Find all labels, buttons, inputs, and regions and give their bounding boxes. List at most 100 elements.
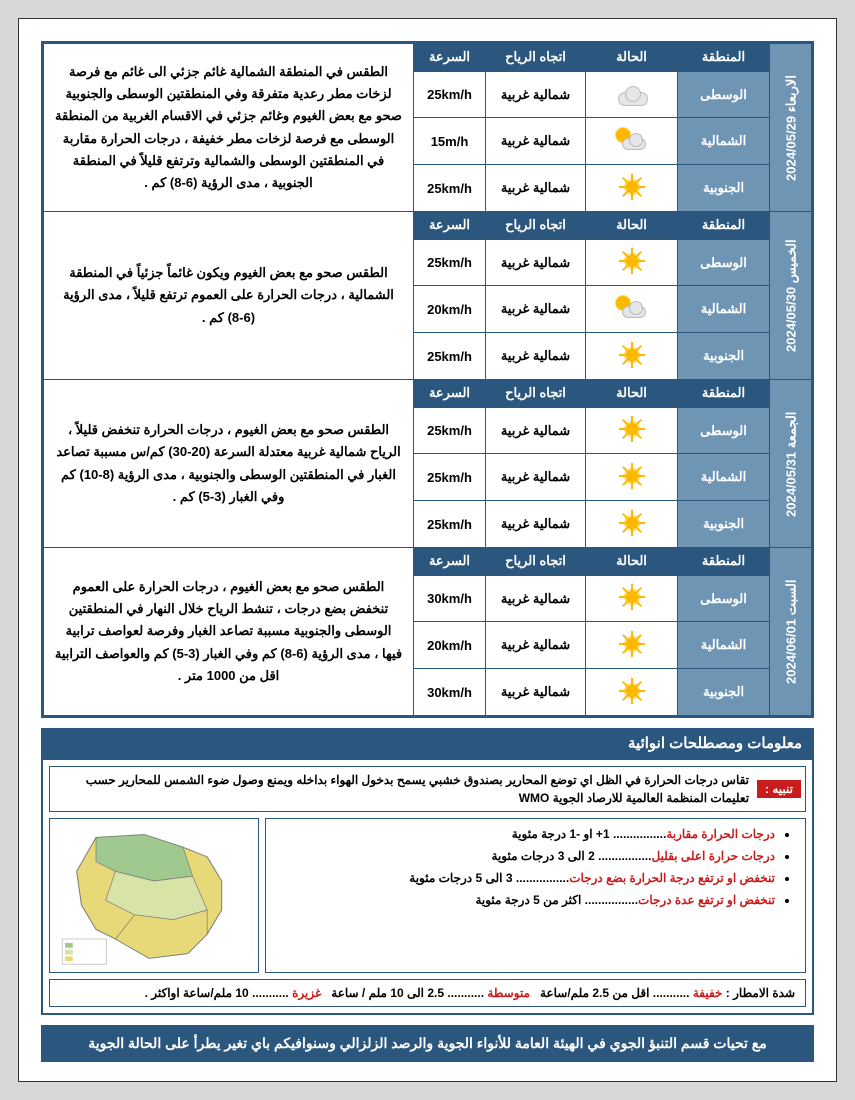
header-condition: الحالة — [586, 548, 678, 576]
rain-val: اقل من 2.5 ملم/ساعة — [540, 986, 649, 1000]
region-cell: الشمالية — [678, 622, 770, 669]
rain-key: خفيفة — [693, 986, 723, 1000]
description-cell: الطقس صحو مع بعض الغيوم ، درجات الحرارة … — [44, 380, 414, 548]
condition-cell — [586, 575, 678, 622]
sun-icon — [617, 340, 647, 370]
term-dots: ................ — [610, 827, 667, 841]
forecast-table: الاربعاء 2024/05/29المنطقةالحالةاتجاه ال… — [41, 41, 814, 718]
date-cell: الخميس 2024/05/30 — [770, 212, 812, 380]
term-key: درجات حرارة اعلى بقليل — [651, 849, 775, 863]
condition-cell — [586, 454, 678, 501]
region-cell: الشمالية — [678, 286, 770, 333]
speed-cell: 25km/h — [414, 239, 486, 286]
header-condition: الحالة — [586, 212, 678, 240]
condition-cell — [586, 333, 678, 380]
speed-cell: 25km/h — [414, 407, 486, 454]
term-item: تنخفض او ترتفع درجة الحرارة بضع درجات...… — [278, 871, 775, 885]
wind-cell: شمالية غربية — [486, 165, 586, 212]
header-wind: اتجاه الرياح — [486, 380, 586, 408]
term-val: 1+ او -1 درجة مئوية — [512, 827, 610, 841]
header-region: المنطقة — [678, 380, 770, 408]
speed-cell: 20km/h — [414, 286, 486, 333]
header-region: المنطقة — [678, 548, 770, 576]
description-cell: الطقس صحو مع بعض الغيوم ، درجات الحرارة … — [44, 548, 414, 716]
condition-cell — [586, 501, 678, 548]
region-cell: الوسطى — [678, 239, 770, 286]
speed-cell: 15m/h — [414, 118, 486, 165]
partly-cloudy-icon — [614, 126, 650, 154]
speed-cell: 25km/h — [414, 501, 486, 548]
region-cell: الجنوبية — [678, 165, 770, 212]
region-cell: الوسطى — [678, 575, 770, 622]
header-speed: السرعة — [414, 380, 486, 408]
term-val: اكثر من 5 درجة مئوية — [475, 893, 581, 907]
term-key: تنخفض او ترتفع عدة درجات — [638, 893, 775, 907]
description-cell: الطقس صحو مع بعض الغيوم ويكون غائماً جزئ… — [44, 212, 414, 380]
sun-icon — [617, 461, 647, 491]
sun-icon — [617, 246, 647, 276]
wind-cell: شمالية غربية — [486, 239, 586, 286]
condition-cell — [586, 286, 678, 333]
condition-cell — [586, 71, 678, 118]
rain-key: غزيرة — [292, 986, 321, 1000]
wind-cell: شمالية غربية — [486, 669, 586, 716]
header-wind: اتجاه الرياح — [486, 548, 586, 576]
term-key: تنخفض او ترتفع درجة الحرارة بضع درجات — [569, 871, 775, 885]
header-region: المنطقة — [678, 212, 770, 240]
header-condition: الحالة — [586, 380, 678, 408]
lower-row: درجات الحرارة مقاربة................ 1+ … — [49, 818, 806, 973]
header-wind: اتجاه الرياح — [486, 44, 586, 72]
header-speed: السرعة — [414, 212, 486, 240]
footer-bar: مع تحيات قسم التنبؤ الجوي في الهيئة العا… — [41, 1025, 814, 1062]
term-val: 2 الى 3 درجات مئوية — [492, 849, 595, 863]
wind-cell: شمالية غربية — [486, 333, 586, 380]
region-cell: الوسطى — [678, 407, 770, 454]
note-badge: تنبيه : — [757, 780, 801, 798]
wind-cell: شمالية غربية — [486, 118, 586, 165]
condition-cell — [586, 669, 678, 716]
term-key: درجات الحرارة مقاربة — [666, 827, 775, 841]
page-container: الاربعاء 2024/05/29المنطقةالحالةاتجاه ال… — [18, 18, 837, 1082]
partly-cloudy-icon — [614, 294, 650, 322]
speed-cell: 20km/h — [414, 622, 486, 669]
term-item: درجات حرارة اعلى بقليل................ 2… — [278, 849, 775, 863]
condition-cell — [586, 407, 678, 454]
speed-cell: 30km/h — [414, 669, 486, 716]
wind-cell: شمالية غربية — [486, 622, 586, 669]
rain-intensity-row: شدة الامطار : خفيفة ........... اقل من 2… — [49, 979, 806, 1007]
iraq-map-icon — [54, 823, 254, 968]
wind-cell: شمالية غربية — [486, 407, 586, 454]
date-cell: الاربعاء 2024/05/29 — [770, 44, 812, 212]
sun-icon — [617, 676, 647, 706]
region-cell: الجنوبية — [678, 333, 770, 380]
region-cell: الجنوبية — [678, 501, 770, 548]
term-dots: ................ — [513, 871, 570, 885]
wind-cell: شمالية غربية — [486, 71, 586, 118]
rain-key: متوسطة — [487, 986, 530, 1000]
speed-cell: 25km/h — [414, 333, 486, 380]
description-cell: الطقس في المنطقة الشمالية غائم جزئي الى … — [44, 44, 414, 212]
term-item: درجات الحرارة مقاربة................ 1+ … — [278, 827, 775, 841]
info-box: تنبيه : تقاس درجات الحرارة في الظل اي تو… — [41, 758, 814, 1015]
region-cell: الجنوبية — [678, 669, 770, 716]
info-section-title: معلومات ومصطلحات انوائية — [41, 728, 814, 758]
sun-icon — [617, 172, 647, 202]
condition-cell — [586, 118, 678, 165]
note-text: تقاس درجات الحرارة في الظل اي توضع المحا… — [54, 771, 749, 807]
region-cell: الشمالية — [678, 454, 770, 501]
speed-cell: 25km/h — [414, 71, 486, 118]
header-region: المنطقة — [678, 44, 770, 72]
date-cell: الجمعة 2024/05/31 — [770, 380, 812, 548]
term-dots: ................ — [595, 849, 652, 863]
map-box — [49, 818, 259, 973]
header-speed: السرعة — [414, 548, 486, 576]
condition-cell — [586, 622, 678, 669]
wind-cell: شمالية غربية — [486, 575, 586, 622]
sun-icon — [617, 629, 647, 659]
header-wind: اتجاه الرياح — [486, 212, 586, 240]
term-val: 3 الى 5 درجات مئوية — [409, 871, 512, 885]
condition-cell — [586, 165, 678, 212]
speed-cell: 25km/h — [414, 165, 486, 212]
wind-cell: شمالية غربية — [486, 454, 586, 501]
speed-cell: 25km/h — [414, 454, 486, 501]
